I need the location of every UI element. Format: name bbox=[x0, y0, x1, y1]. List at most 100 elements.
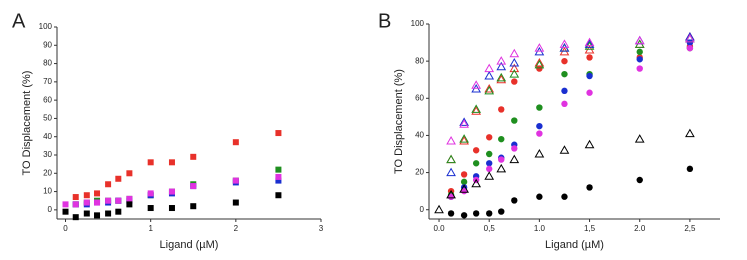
point bbox=[94, 199, 101, 206]
point bbox=[484, 70, 495, 80]
y-tick-label: 60 bbox=[43, 95, 52, 104]
point bbox=[446, 189, 456, 199]
point bbox=[534, 59, 545, 69]
point bbox=[534, 148, 545, 158]
point bbox=[634, 134, 645, 143]
point bbox=[446, 154, 456, 164]
point bbox=[586, 54, 593, 61]
point bbox=[586, 89, 593, 96]
point bbox=[446, 167, 456, 177]
point bbox=[509, 69, 520, 78]
point bbox=[509, 57, 520, 67]
point bbox=[536, 130, 543, 137]
point bbox=[685, 128, 695, 138]
point bbox=[459, 135, 469, 145]
point bbox=[484, 171, 495, 180]
y-tick-label: 40 bbox=[43, 132, 52, 141]
point bbox=[446, 154, 456, 164]
point bbox=[190, 153, 197, 160]
x-tick-label: 1.0 bbox=[534, 224, 546, 233]
y-tick-label: 90 bbox=[43, 40, 52, 49]
panel-label: A bbox=[12, 10, 26, 32]
point bbox=[511, 197, 518, 204]
point bbox=[471, 106, 482, 115]
point bbox=[536, 65, 543, 72]
y-tick-label: 80 bbox=[415, 56, 424, 65]
point bbox=[275, 130, 282, 137]
point bbox=[484, 63, 495, 73]
point bbox=[459, 184, 469, 193]
point bbox=[561, 193, 568, 200]
point bbox=[168, 159, 175, 166]
point bbox=[459, 134, 469, 143]
point bbox=[486, 165, 493, 173]
x-axis-title: Ligand (µM) bbox=[160, 239, 219, 251]
y-tick-label: 0 bbox=[48, 205, 53, 214]
point bbox=[509, 154, 520, 164]
point bbox=[634, 35, 645, 45]
point bbox=[484, 83, 495, 93]
point bbox=[561, 100, 568, 108]
point bbox=[484, 85, 495, 95]
y-tick-label: 20 bbox=[43, 168, 52, 177]
point bbox=[126, 170, 133, 177]
point bbox=[72, 214, 79, 221]
y-tick-label: 50 bbox=[43, 114, 52, 123]
point bbox=[584, 39, 595, 48]
point bbox=[584, 139, 595, 149]
point bbox=[471, 80, 482, 89]
point bbox=[559, 145, 570, 154]
point bbox=[498, 135, 505, 143]
point bbox=[509, 63, 520, 73]
point bbox=[232, 177, 239, 184]
point bbox=[115, 197, 122, 204]
point bbox=[94, 190, 101, 197]
point bbox=[511, 145, 518, 152]
x-tick-label: 2 bbox=[234, 224, 239, 233]
point bbox=[72, 201, 79, 208]
point bbox=[94, 212, 101, 219]
point bbox=[168, 188, 175, 195]
point bbox=[486, 160, 493, 167]
point bbox=[275, 192, 282, 199]
point bbox=[275, 166, 282, 173]
point bbox=[686, 44, 694, 52]
point bbox=[586, 72, 593, 80]
point bbox=[496, 163, 507, 173]
point bbox=[190, 183, 197, 190]
point bbox=[561, 70, 568, 78]
point bbox=[83, 192, 90, 199]
point bbox=[496, 74, 507, 84]
y-tick-label: 60 bbox=[415, 93, 424, 102]
y-tick-label: 100 bbox=[411, 19, 425, 28]
point bbox=[232, 199, 239, 206]
point bbox=[498, 208, 505, 215]
y-tick-label: 10 bbox=[43, 187, 52, 196]
point bbox=[275, 177, 282, 184]
point bbox=[105, 197, 112, 204]
y-tick-label: 100 bbox=[39, 22, 53, 31]
point bbox=[105, 181, 112, 188]
point bbox=[496, 56, 507, 65]
point bbox=[126, 201, 133, 208]
y-axis-title: TO Displacement (%) bbox=[393, 69, 405, 174]
y-tick-label: 0 bbox=[420, 205, 425, 214]
point bbox=[459, 119, 469, 128]
point bbox=[496, 72, 507, 82]
point bbox=[460, 178, 468, 186]
point bbox=[190, 203, 197, 210]
point bbox=[636, 56, 643, 63]
point bbox=[434, 204, 444, 214]
point bbox=[460, 171, 468, 178]
point bbox=[509, 48, 520, 58]
y-tick-label: 80 bbox=[43, 59, 52, 68]
point bbox=[511, 78, 518, 85]
x-tick-label: 3 bbox=[319, 224, 324, 233]
point bbox=[496, 61, 507, 71]
y-axis-title: TO Displacement (%) bbox=[21, 71, 33, 176]
point bbox=[115, 175, 122, 182]
point bbox=[584, 37, 595, 47]
point bbox=[511, 117, 518, 124]
point bbox=[62, 208, 69, 215]
